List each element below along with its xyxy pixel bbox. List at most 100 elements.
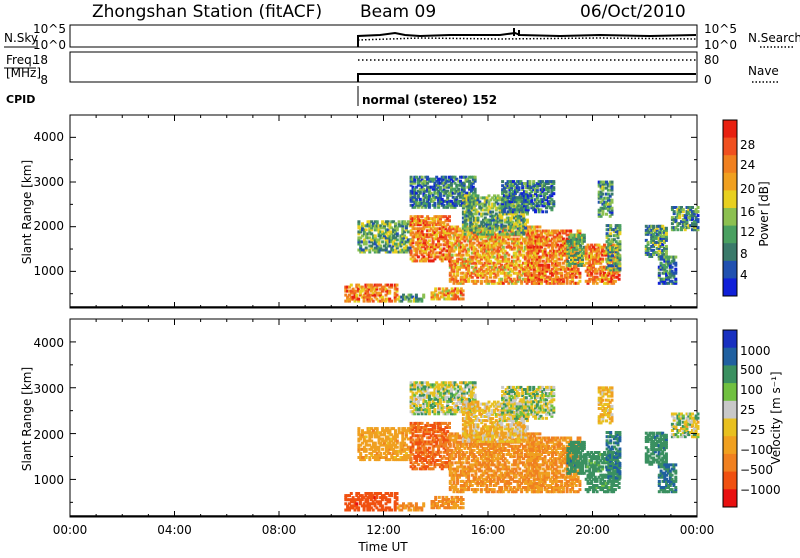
cpid-label: CPID (6, 93, 35, 106)
echo-cell (491, 211, 494, 214)
echo-cell (394, 429, 397, 432)
echo-cell (394, 222, 397, 225)
echo-cell (409, 454, 412, 457)
freq-trace (358, 74, 696, 82)
cpid-text: normal (stereo) 152 (362, 93, 497, 107)
echo-cell (609, 224, 612, 227)
echo-cell (396, 232, 399, 235)
echo-cell (379, 245, 382, 248)
echo-cell (365, 247, 368, 250)
echo-cell (448, 215, 451, 218)
echo-cell (350, 492, 353, 495)
echo-cell (396, 446, 399, 449)
echo-cell (448, 219, 451, 222)
echo-cell (488, 194, 491, 197)
power-cbar-tick-8: 8 (740, 247, 748, 261)
freq-right-tick-bottom: 0 (704, 73, 712, 87)
echo-cell (500, 278, 503, 281)
echo-cell (652, 225, 655, 228)
echo-cell (541, 210, 544, 213)
echo-cell (379, 452, 382, 455)
noise-search-trace (358, 38, 696, 40)
echo-cell (396, 294, 399, 297)
echo-cell (676, 228, 679, 231)
echo-cell (465, 244, 468, 247)
echo-cell (674, 268, 677, 271)
echo-cell (504, 229, 507, 232)
echo-cell (417, 255, 420, 258)
echo-cell (658, 272, 661, 275)
colorbar-swatch (723, 138, 737, 156)
echo-cell (527, 260, 530, 263)
echo-cell (575, 276, 578, 279)
echo-cell (466, 223, 469, 226)
echo-cell (578, 280, 581, 283)
power-ytick-2000: 2000 (33, 219, 64, 233)
echo-cell (577, 268, 580, 271)
echo-cell (583, 234, 586, 237)
echo-cell (533, 282, 536, 285)
echo-cell (612, 244, 615, 247)
echo-cell (417, 463, 420, 466)
echo-cell (381, 240, 384, 243)
echo-cell (682, 208, 685, 211)
echo-cell (433, 202, 436, 205)
echo-cell (697, 206, 700, 209)
echo-cell (374, 442, 377, 445)
echo-cell (511, 233, 514, 236)
echo-cell (507, 254, 510, 257)
echo-cell (578, 272, 581, 275)
power-ylabel: Slant Range [km] (20, 160, 34, 264)
echo-cell (558, 262, 561, 265)
echo-cell (560, 272, 563, 275)
echo-cell (396, 496, 399, 499)
echo-cell (601, 193, 604, 196)
echo-cell (410, 457, 413, 460)
power-colorbar: 28 24 20 16 12 8 4 Power [dB] (723, 120, 771, 297)
echo-cell (357, 506, 360, 509)
echo-cell (524, 227, 527, 230)
echo-cell (428, 447, 431, 450)
echo-cell (434, 287, 437, 290)
beam-title: Beam 09 (360, 2, 436, 22)
echo-cell (422, 502, 425, 505)
echo-cell (390, 492, 393, 495)
echo-cell (396, 284, 399, 287)
echo-cell (611, 193, 614, 196)
echo-cell (376, 220, 379, 223)
echo-cell (507, 242, 510, 245)
echo-cell (477, 233, 480, 236)
echo-cell (485, 276, 488, 279)
freq-right-tick-top: 80 (704, 53, 719, 67)
echo-cell (396, 502, 399, 505)
echo-cell (409, 300, 412, 303)
nave-label: Nave (748, 64, 779, 78)
echo-cell (396, 288, 399, 291)
echo-cell (409, 509, 412, 512)
power-cbar-tick-24: 24 (740, 158, 755, 172)
echo-cell (505, 190, 508, 193)
echo-cell (439, 243, 442, 246)
echo-cell (449, 236, 452, 239)
echo-cell (355, 294, 358, 297)
power-cbar-tick-20: 20 (740, 182, 755, 196)
echo-cell (609, 232, 612, 235)
echo-cell (611, 207, 614, 210)
echo-cell (359, 452, 362, 455)
colorbar-swatch (723, 190, 737, 208)
echo-cell (480, 280, 483, 283)
echo-cell (518, 186, 521, 189)
echo-cell (647, 241, 650, 244)
echo-cell (415, 294, 418, 297)
echo-cell (376, 427, 379, 430)
echo-cell (618, 240, 621, 243)
echo-cell (390, 300, 393, 303)
echo-cell (527, 270, 530, 273)
power-panel: 4000 3000 2000 1000 Slant Range [km] (20, 115, 700, 308)
colorbar-swatch (723, 278, 737, 296)
echo-cell (674, 278, 677, 281)
echo-cell (552, 200, 555, 203)
echo-cell (415, 502, 418, 505)
echo-cell (527, 206, 530, 209)
